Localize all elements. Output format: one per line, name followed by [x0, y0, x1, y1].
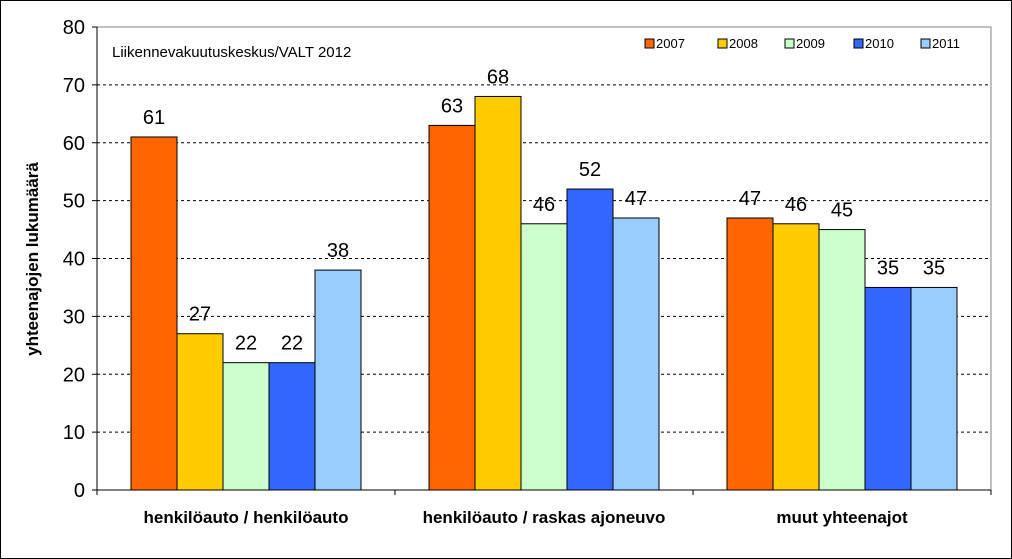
legend-label: 2008 [729, 36, 758, 51]
bar [314, 269, 362, 491]
legend-swatch [717, 38, 728, 49]
legend-swatch [920, 38, 931, 49]
data-label: 35 [923, 257, 945, 279]
legend-label: 2009 [796, 36, 825, 51]
bar [566, 188, 614, 491]
legend-swatch [644, 38, 655, 49]
legend-label: 2011 [932, 36, 960, 51]
legend-swatch [853, 38, 864, 49]
y-tick-label: 20 [63, 364, 85, 386]
y-tick-label: 10 [63, 422, 85, 444]
labels: 0 10 20 30 40 50 60 70 80 61 27 22 22 38 henkilöauto /… [63, 17, 945, 527]
bar [772, 223, 820, 491]
y-tick-label: 50 [63, 191, 85, 213]
data-label: 45 [831, 200, 853, 222]
legend-label: 2007 [656, 36, 685, 51]
data-label: 52 [579, 159, 601, 181]
category-label: henkilöauto / henkilöauto [144, 508, 349, 527]
data-label: 22 [235, 333, 257, 355]
bar [130, 136, 178, 491]
bar [222, 362, 270, 491]
bar [176, 333, 224, 491]
legend-label: 2010 [865, 36, 894, 51]
y-tick-label: 30 [63, 306, 85, 328]
y-tick-label: 0 [74, 480, 85, 502]
source-note: Liikennevakuutuskeskus/VALT 2012 [112, 44, 351, 61]
bar [268, 362, 316, 491]
bars [130, 95, 958, 491]
y-tick-label: 40 [63, 249, 85, 271]
data-label: 46 [785, 194, 807, 216]
y-tick-label: 70 [63, 75, 85, 97]
data-label: 35 [877, 257, 899, 279]
y-axis-title: yhteenajojen lukumäärä [23, 162, 42, 356]
bar [520, 223, 568, 491]
bar [474, 95, 522, 491]
y-tick-label: 80 [63, 17, 85, 39]
axes [92, 26, 992, 495]
data-label: 47 [739, 188, 761, 210]
bar [910, 286, 958, 491]
y-tick-label: 60 [63, 133, 85, 155]
bar [818, 229, 866, 491]
category-label: muut yhteenajot [776, 508, 908, 527]
legend: 2007 2008 2009 2010 2011 [644, 36, 960, 51]
data-label: 68 [487, 66, 509, 88]
legend-swatch [784, 38, 795, 49]
data-label: 47 [625, 188, 647, 210]
data-label: 61 [143, 107, 165, 129]
data-label: 46 [533, 194, 555, 216]
bar [612, 217, 660, 491]
data-label: 38 [327, 240, 349, 262]
bar [864, 286, 912, 491]
data-label: 22 [281, 333, 303, 355]
bar [726, 217, 774, 491]
data-label: 27 [189, 304, 211, 326]
category-label: henkilöauto / raskas ajoneuvo [423, 508, 666, 527]
data-label: 63 [441, 95, 463, 117]
bar [428, 124, 476, 491]
